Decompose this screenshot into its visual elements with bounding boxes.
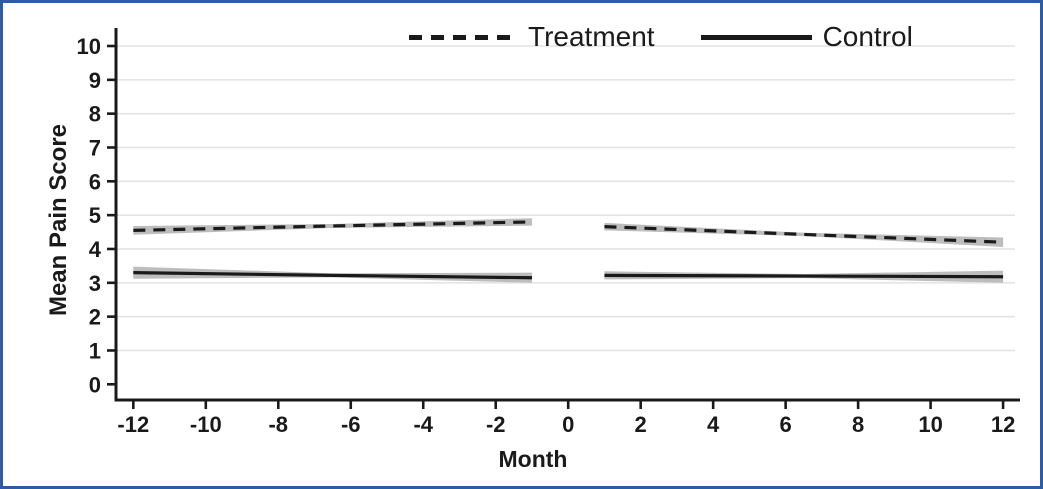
x-tick-label: -10 bbox=[190, 412, 222, 437]
ci-band-treatment-post-intervention bbox=[604, 222, 1004, 247]
y-tick-label: 2 bbox=[89, 305, 101, 330]
x-tick-label: -2 bbox=[486, 412, 506, 437]
y-tick-label: 8 bbox=[89, 102, 101, 127]
ci-band-treatment-pre-intervention bbox=[133, 218, 532, 235]
treatment-dashed-line-sample bbox=[409, 34, 517, 40]
x-tick-label: 10 bbox=[918, 412, 942, 437]
x-tick-label: 0 bbox=[562, 412, 574, 437]
x-tick-label: 8 bbox=[852, 412, 864, 437]
y-tick-label: 6 bbox=[89, 169, 101, 194]
series-line-control-pre-intervention bbox=[133, 271, 532, 280]
x-axis-title: Month bbox=[498, 446, 568, 472]
x-tick-label: -12 bbox=[117, 412, 149, 437]
y-tick-label: 4 bbox=[89, 237, 102, 262]
x-tick-label: 2 bbox=[635, 412, 647, 437]
legend: Treatment Control bbox=[409, 20, 913, 54]
y-tick-label: 7 bbox=[89, 135, 101, 160]
x-tick-label: 6 bbox=[780, 412, 792, 437]
y-tick-label: 9 bbox=[89, 68, 101, 93]
series-line-treatment-post-intervention bbox=[604, 225, 1004, 244]
x-tick-label: 12 bbox=[991, 412, 1015, 437]
x-tick-label: -8 bbox=[268, 412, 288, 437]
x-tick-label: 4 bbox=[707, 412, 720, 437]
control-solid-line-sample bbox=[700, 34, 812, 40]
y-tick-label: 1 bbox=[89, 338, 101, 363]
y-tick-label: 10 bbox=[77, 34, 101, 59]
y-axis-title: Mean Pain Score bbox=[45, 123, 72, 317]
y-tick-label: 3 bbox=[89, 271, 101, 296]
series-line-control-post-intervention bbox=[604, 273, 1004, 279]
y-tick-label: 5 bbox=[89, 203, 101, 228]
x-tick-label: -6 bbox=[341, 412, 361, 437]
legend-label-control: Control bbox=[822, 21, 913, 52]
legend-label-treatment: Treatment bbox=[528, 21, 655, 52]
x-tick-label: -4 bbox=[413, 412, 433, 437]
series-line-treatment-pre-intervention bbox=[133, 220, 532, 232]
y-tick-label: 0 bbox=[89, 372, 101, 397]
